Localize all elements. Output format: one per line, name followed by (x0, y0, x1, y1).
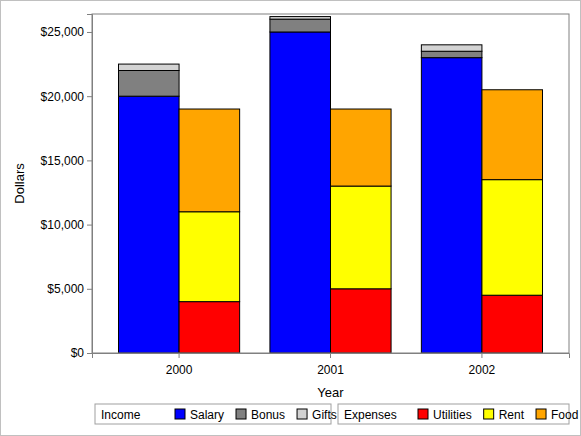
bar-segment (179, 212, 240, 302)
x-tick-mark (330, 353, 331, 358)
x-tick-label: 2000 (166, 363, 193, 377)
x-tick-label: 2002 (469, 363, 496, 377)
bars (119, 17, 543, 353)
y-tick-mark (87, 32, 92, 33)
y-tick-mark (87, 225, 92, 226)
x-tick: 2002 (469, 353, 496, 377)
x-tick-label: 2001 (317, 363, 344, 377)
legend-frame (338, 404, 569, 424)
x-tick: 2000 (166, 353, 193, 377)
bar-segment (421, 58, 482, 353)
y-tick-label: $20,000 (41, 90, 85, 104)
legend-label: Food (551, 408, 578, 422)
x-tick-mark (179, 353, 180, 358)
legend-title: Expenses (344, 408, 397, 422)
bar-segment (331, 186, 392, 289)
legend-swatch (484, 409, 494, 419)
bar-segment (270, 32, 331, 353)
y-tick: $20,000 (41, 90, 92, 104)
plot-frame (92, 14, 569, 353)
legend-label: Gifts (312, 408, 337, 422)
x-tick: 2001 (317, 353, 344, 377)
x-axis-line (93, 354, 570, 359)
bar-segment (119, 96, 180, 353)
legend: Income Salary Bonus Gifts (95, 404, 337, 424)
y-tick: $25,000 (41, 25, 92, 39)
y-tick-label: $25,000 (41, 25, 85, 39)
x-axis-title: Year (317, 385, 344, 400)
bar-segment (331, 109, 392, 186)
y-axis-title: Dollars (12, 163, 27, 204)
bar-segment (179, 302, 240, 353)
y-tick-mark (87, 160, 92, 161)
y-tick-label: $0 (71, 346, 85, 360)
x-tick-mark (481, 353, 482, 358)
legend-label: Bonus (251, 408, 285, 422)
legend-label: Utilities (433, 408, 472, 422)
y-axis: $0 $5,000 $10,000 $15,000 $20,000 $25,000 (41, 15, 93, 361)
y-axis-line (87, 15, 93, 354)
bar-segment (421, 45, 482, 51)
legend-label: Rent (499, 408, 525, 422)
bar-segment (421, 51, 482, 57)
chart: $0 $5,000 $10,000 $15,000 $20,000 $25,000 2000… (0, 0, 581, 436)
background (1, 1, 581, 436)
legend-swatch (536, 409, 546, 419)
x-axis: 2000 2001 2002 (93, 353, 570, 377)
y-tick-mark (87, 96, 92, 97)
y-tick-label: $5,000 (47, 282, 84, 296)
y-tick: $0 (71, 346, 92, 360)
legend-frame (95, 404, 331, 424)
legend-swatch (236, 409, 246, 419)
bar-segment (270, 19, 331, 32)
bar-segment (482, 90, 543, 180)
bar-segment (179, 109, 240, 212)
bar-segment (331, 289, 392, 353)
y-tick-label: $10,000 (41, 218, 85, 232)
legend-swatch (175, 409, 185, 419)
legend: Expenses Utilities Rent Food (338, 404, 578, 424)
bar-segment (270, 17, 331, 20)
bar-segment (119, 64, 180, 70)
legend-title: Income (101, 408, 141, 422)
bar-segment (119, 71, 180, 97)
y-tick-mark (87, 353, 92, 354)
legend-swatch (418, 409, 428, 419)
legend-swatch (297, 409, 307, 419)
legend-label: Salary (190, 408, 224, 422)
y-tick: $5,000 (47, 282, 92, 296)
bar-segment (482, 295, 543, 353)
y-tick: $15,000 (41, 154, 92, 168)
y-tick: $10,000 (41, 218, 92, 232)
y-tick-mark (87, 289, 92, 290)
y-tick-label: $15,000 (41, 154, 85, 168)
bar-segment (482, 180, 543, 296)
